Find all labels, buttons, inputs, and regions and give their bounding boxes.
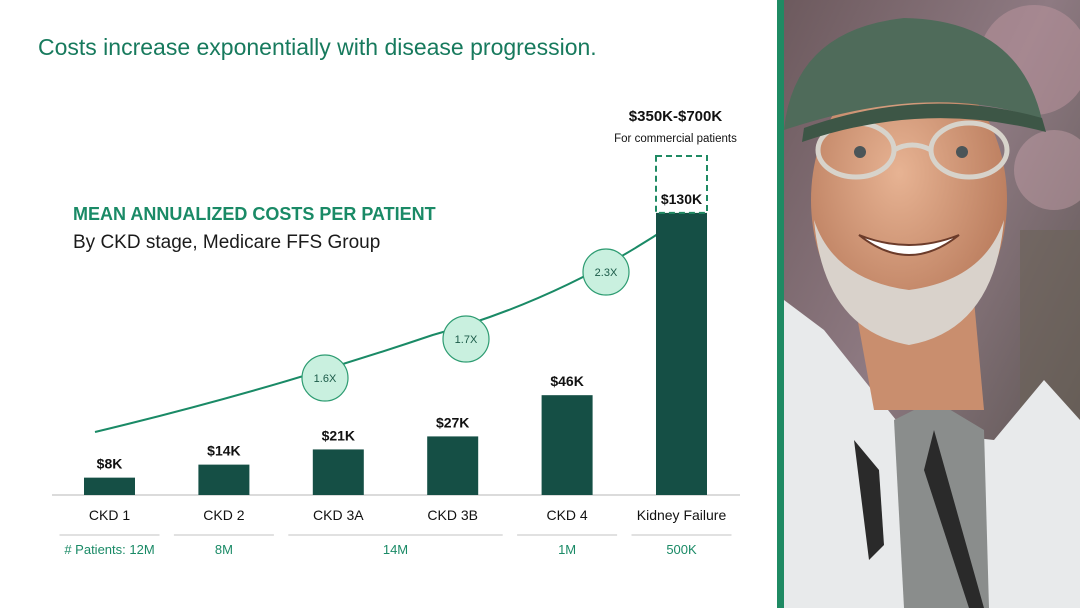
patient-count-value: 8M xyxy=(215,542,233,557)
category-label: CKD 2 xyxy=(203,507,244,523)
multiplier-bubble xyxy=(301,354,349,402)
bar-value-label: $21K xyxy=(322,427,355,443)
patient-photo xyxy=(784,0,1080,608)
category-label: CKD 3B xyxy=(427,507,478,523)
bar-value-label: $14K xyxy=(207,443,240,459)
commercial-range-box xyxy=(655,155,708,214)
bar-6 xyxy=(656,212,707,495)
bar-value-label: $27K xyxy=(436,414,469,430)
chart-title: MEAN ANNUALIZED COSTS PER PATIENT xyxy=(73,204,436,224)
commercial-range-label: $350K-$700K xyxy=(629,108,723,125)
patient-count-value: 500K xyxy=(666,542,697,557)
patient-count-label: # Patients: 12M xyxy=(64,542,154,557)
bar-value-label: $8K xyxy=(97,456,123,472)
multiplier-label: 1.6X xyxy=(314,373,337,385)
multiplier-label: 1.7X xyxy=(455,334,478,346)
multiplier-bubble xyxy=(582,248,630,296)
green-divider xyxy=(777,0,784,608)
patient-count-value: 14M xyxy=(383,542,408,557)
bar-value-label: $46K xyxy=(550,373,583,389)
category-label: CKD 1 xyxy=(89,507,130,523)
bar-3 xyxy=(312,449,364,495)
bar-value-label: $130K xyxy=(661,191,702,207)
commercial-range-note: For commercial patients xyxy=(614,133,737,145)
chart-subtitle: By CKD stage, Medicare FFS Group xyxy=(73,232,381,253)
multiplier-bubble xyxy=(442,315,490,363)
bar-chart: $8K CKD 1 $14K CKD 2 $21K CKD 3A $27K CKD 3B $46… xyxy=(52,108,740,557)
bar-5 xyxy=(541,395,593,495)
patient-count-value: 1M xyxy=(558,542,576,557)
category-label: CKD 3A xyxy=(313,507,364,523)
slide-title: Costs increase exponentially with diseas… xyxy=(38,34,597,60)
bar-4 xyxy=(427,436,479,495)
bar-2 xyxy=(198,464,250,495)
bar-1 xyxy=(84,477,135,495)
multiplier-label: 2.3X xyxy=(595,267,618,279)
category-label: CKD 4 xyxy=(546,507,587,523)
category-label: Kidney Failure xyxy=(637,507,727,523)
